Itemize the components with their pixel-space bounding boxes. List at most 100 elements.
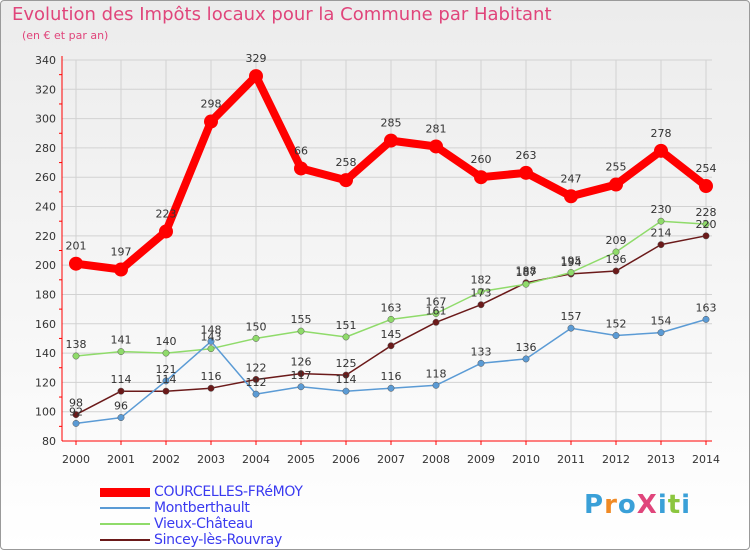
legend-item-vieux-chateau[interactable]: Vieux-Château: [100, 516, 303, 532]
data-label-courcelles-2014: 254: [696, 162, 717, 175]
point-sincey-2007: [387, 342, 395, 350]
data-label-sincey-2014: 220: [696, 218, 717, 231]
logo-letter: r: [604, 490, 618, 520]
point-vieux-chateau-2001: [117, 348, 125, 356]
point-vieux-chateau-2009: [477, 288, 485, 295]
legend-label-courcelles: COURCELLES-FRéMOY: [154, 484, 303, 500]
data-label-courcelles-2007: 285: [381, 117, 402, 130]
data-label-courcelles-2001: 197: [111, 246, 132, 259]
x-tick-label-2001: 2001: [107, 453, 135, 466]
data-label-montberthault-2014: 163: [696, 301, 717, 314]
data-label-vieux-chateau-2010: 187: [516, 266, 537, 279]
legend-label-sincey: Sincey-lès-Rouvray: [154, 532, 282, 548]
point-vieux-chateau-2005: [297, 327, 305, 335]
point-courcelles-2009: [474, 170, 488, 185]
x-tick-label-2005: 2005: [287, 453, 315, 466]
x-tick-label-2000: 2000: [62, 453, 90, 466]
data-label-sincey-2006: 125: [336, 357, 357, 370]
proxiti-logo: ProXiti: [584, 490, 691, 520]
y-tick-label-180: 180: [35, 288, 56, 301]
data-label-vieux-chateau-2002: 140: [156, 335, 177, 348]
data-label-vieux-chateau-2006: 151: [336, 319, 357, 332]
data-label-vieux-chateau-2008: 167: [426, 296, 447, 309]
x-tick-label-2010: 2010: [512, 453, 540, 466]
chart-title: Evolution des Impôts locaux pour la Comm…: [12, 4, 552, 25]
point-courcelles-2014: [699, 179, 713, 194]
point-montberthault-2008: [432, 381, 440, 389]
point-montberthault-2000: [72, 419, 80, 427]
data-label-vieux-chateau-2001: 141: [111, 334, 132, 347]
point-sincey-2005: [297, 370, 305, 378]
point-vieux-chateau-2012: [612, 248, 620, 256]
point-sincey-2001: [117, 387, 125, 395]
point-sincey-2004: [252, 376, 260, 383]
point-sincey-2008: [432, 318, 440, 326]
point-vieux-chateau-2007: [387, 315, 395, 323]
y-tick-label-100: 100: [35, 406, 56, 419]
point-montberthault-2003: [207, 337, 215, 345]
data-label-sincey-2004: 122: [246, 361, 267, 374]
data-label-montberthault-2001: 96: [114, 400, 128, 413]
point-montberthault-2013: [657, 329, 665, 337]
point-montberthault-2014: [702, 315, 710, 323]
point-montberthault-2005: [297, 383, 305, 391]
point-courcelles-2001: [114, 262, 128, 277]
data-label-courcelles-2008: 281: [426, 122, 447, 135]
data-label-courcelles-2002: 223: [156, 207, 177, 220]
legend-label-vieux-chateau: Vieux-Château: [154, 516, 253, 532]
x-tick-label-2008: 2008: [422, 453, 450, 466]
point-courcelles-2005: [294, 161, 308, 176]
legend-item-courcelles[interactable]: COURCELLES-FRéMOY: [100, 484, 303, 500]
data-label-courcelles-2012: 255: [606, 161, 627, 174]
point-vieux-chateau-2013: [657, 217, 665, 225]
point-vieux-chateau-2006: [342, 333, 350, 341]
data-label-courcelles-2000: 201: [66, 240, 87, 253]
point-courcelles-2013: [654, 143, 668, 158]
point-montberthault-2010: [522, 355, 530, 363]
y-tick-label-340: 340: [35, 54, 56, 67]
data-label-vieux-chateau-2007: 163: [381, 301, 402, 314]
data-label-montberthault-2006: 114: [336, 373, 357, 386]
y-tick-label-280: 280: [35, 142, 56, 155]
data-label-vieux-chateau-2004: 150: [246, 320, 267, 333]
point-sincey-2006: [342, 371, 350, 379]
data-label-vieux-chateau-2009: 182: [471, 274, 492, 287]
data-label-montberthault-2000: 92: [69, 405, 83, 418]
data-label-courcelles-2010: 263: [516, 149, 537, 162]
y-tick-label-240: 240: [35, 201, 56, 214]
data-label-sincey-2011: 194: [561, 256, 582, 269]
data-label-vieux-chateau-2011: 195: [561, 254, 582, 267]
data-label-sincey-2010: 188: [516, 265, 537, 278]
x-tick-label-2002: 2002: [152, 453, 180, 466]
x-tick-label-2003: 2003: [197, 453, 225, 466]
y-tick-label-220: 220: [35, 230, 56, 243]
point-sincey-2012: [612, 267, 620, 275]
data-label-courcelles-2004: 329: [246, 52, 267, 65]
data-label-sincey-2013: 214: [651, 227, 672, 240]
point-courcelles-2012: [609, 177, 623, 192]
point-courcelles-2004: [249, 69, 263, 84]
data-label-courcelles-2003: 298: [201, 98, 222, 111]
point-vieux-chateau-2011: [567, 269, 575, 276]
point-vieux-chateau-2008: [432, 310, 440, 317]
y-tick-label-160: 160: [35, 318, 56, 331]
data-label-sincey-2002: 114: [156, 373, 177, 386]
legend-swatch-sincey: [100, 539, 150, 541]
logo-letter: P: [584, 490, 605, 520]
point-vieux-chateau-2004: [252, 334, 260, 342]
point-montberthault-2012: [612, 332, 620, 339]
legend-item-montberthault[interactable]: Montberthault: [100, 500, 303, 516]
data-label-vieux-chateau-2013: 230: [651, 203, 672, 216]
point-vieux-chateau-2003: [207, 345, 215, 353]
y-tick-label-120: 120: [35, 376, 56, 389]
point-montberthault-2007: [387, 384, 395, 392]
legend-item-sincey[interactable]: Sincey-lès-Rouvray: [100, 532, 303, 548]
x-tick-label-2009: 2009: [467, 453, 495, 466]
data-labels: 201 197 223 298 329 66 258 285 281 260 263 247 255 27…: [66, 52, 717, 418]
point-sincey-2000: [72, 411, 80, 419]
data-label-montberthault-2005: 117: [291, 369, 312, 382]
point-montberthault-2006: [342, 387, 350, 395]
data-label-courcelles-2009: 260: [471, 153, 492, 166]
point-vieux-chateau-2000: [72, 352, 80, 360]
